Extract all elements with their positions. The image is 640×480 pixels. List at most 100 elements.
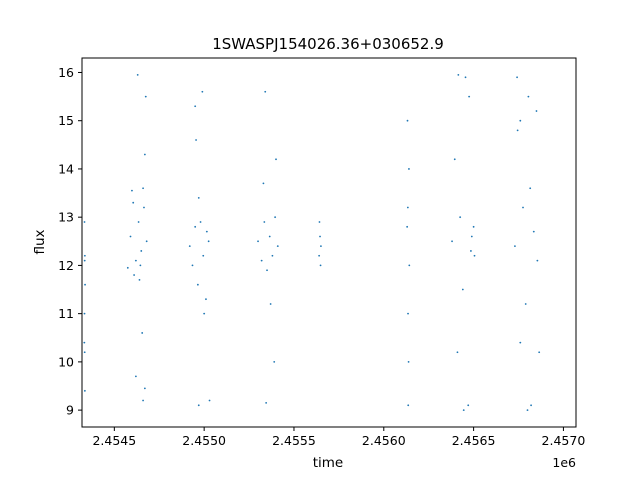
- data-point: [472, 225, 475, 228]
- data-point: [83, 389, 86, 392]
- data-point: [274, 216, 277, 219]
- data-point: [406, 119, 409, 122]
- chart-title: 1SWASPJ154026.36+030652.9: [212, 35, 444, 53]
- data-point: [266, 269, 268, 272]
- data-point: [83, 312, 86, 315]
- data-point: [260, 259, 263, 262]
- data-point: [467, 404, 470, 407]
- data-point: [319, 264, 322, 267]
- x-tick-label: 2.4565: [452, 433, 496, 448]
- data-point: [265, 401, 268, 404]
- data-point: [143, 153, 146, 156]
- data-point: [195, 139, 197, 141]
- data-point: [207, 240, 210, 243]
- y-tick-label: 14: [58, 161, 74, 176]
- data-point: [137, 221, 140, 223]
- data-point: [456, 351, 459, 354]
- data-point: [461, 288, 464, 291]
- data-point: [457, 73, 460, 76]
- data-point: [83, 341, 86, 344]
- data-point: [516, 129, 519, 132]
- data-point: [83, 259, 86, 262]
- data-point: [516, 76, 518, 79]
- data-point: [320, 245, 322, 248]
- data-point: [205, 298, 207, 301]
- data-point: [136, 73, 139, 76]
- data-point: [202, 254, 205, 257]
- data-point: [205, 230, 208, 233]
- y-tick-label: 11: [58, 306, 74, 321]
- x-tick-label: 2.4555: [272, 433, 316, 448]
- data-point: [451, 240, 453, 243]
- x-tick-label: 2.4570: [542, 433, 586, 448]
- y-tick-label: 9: [66, 403, 74, 418]
- data-point: [408, 264, 411, 267]
- data-point: [275, 158, 277, 161]
- data-point: [262, 182, 265, 185]
- y-tick-label: 12: [58, 258, 74, 273]
- x-tick-label: 2.4545: [92, 433, 136, 448]
- data-point: [318, 221, 321, 223]
- data-point: [519, 119, 522, 122]
- data-point: [514, 245, 516, 248]
- data-point: [526, 409, 529, 412]
- data-point: [208, 399, 211, 402]
- data-point: [522, 206, 524, 209]
- data-point: [406, 206, 409, 209]
- data-point: [84, 283, 86, 286]
- data-point: [318, 254, 321, 257]
- data-point: [407, 360, 410, 363]
- data-point: [407, 404, 410, 407]
- data-point: [453, 158, 456, 161]
- y-tick-label: 15: [58, 113, 74, 128]
- data-point: [126, 266, 129, 269]
- scatter-points: [83, 73, 541, 412]
- data-point: [139, 264, 142, 267]
- data-point: [468, 95, 471, 98]
- data-point: [83, 254, 86, 257]
- data-point: [408, 168, 410, 170]
- data-point: [532, 230, 535, 233]
- data-point: [464, 76, 467, 79]
- data-point: [197, 196, 200, 199]
- y-tick-label: 16: [58, 65, 74, 80]
- data-point: [527, 95, 530, 98]
- data-point: [473, 254, 476, 257]
- data-point: [269, 303, 272, 305]
- data-point: [406, 225, 409, 228]
- data-point: [83, 221, 86, 223]
- data-point: [196, 283, 199, 286]
- data-point: [273, 360, 276, 363]
- plot-frame: [81, 57, 577, 428]
- data-point: [191, 264, 194, 267]
- data-point: [134, 259, 137, 262]
- data-point: [470, 250, 472, 252]
- data-point: [194, 225, 197, 228]
- data-point: [141, 332, 144, 334]
- data-point: [407, 312, 409, 315]
- x-axis-offset-label: 1e6: [552, 455, 576, 470]
- plot-area: [82, 58, 576, 427]
- data-point: [143, 387, 146, 390]
- x-tick-label: 2.4560: [362, 433, 406, 448]
- data-point: [134, 375, 137, 378]
- data-point: [129, 235, 132, 238]
- y-axis: 9 10 11 12 13 14 15 16: [58, 65, 82, 418]
- data-point: [529, 187, 532, 190]
- data-point: [142, 187, 144, 190]
- data-point: [470, 235, 473, 238]
- data-point: [263, 221, 266, 223]
- data-point: [83, 351, 86, 354]
- data-point: [199, 221, 202, 223]
- data-point: [319, 235, 321, 238]
- data-point: [131, 189, 133, 192]
- data-point: [462, 409, 465, 412]
- data-point: [538, 351, 541, 354]
- data-point: [276, 245, 279, 248]
- data-point: [203, 312, 206, 315]
- data-point: [133, 274, 135, 276]
- data-point: [194, 105, 197, 108]
- data-point: [201, 90, 204, 93]
- data-point: [530, 404, 532, 407]
